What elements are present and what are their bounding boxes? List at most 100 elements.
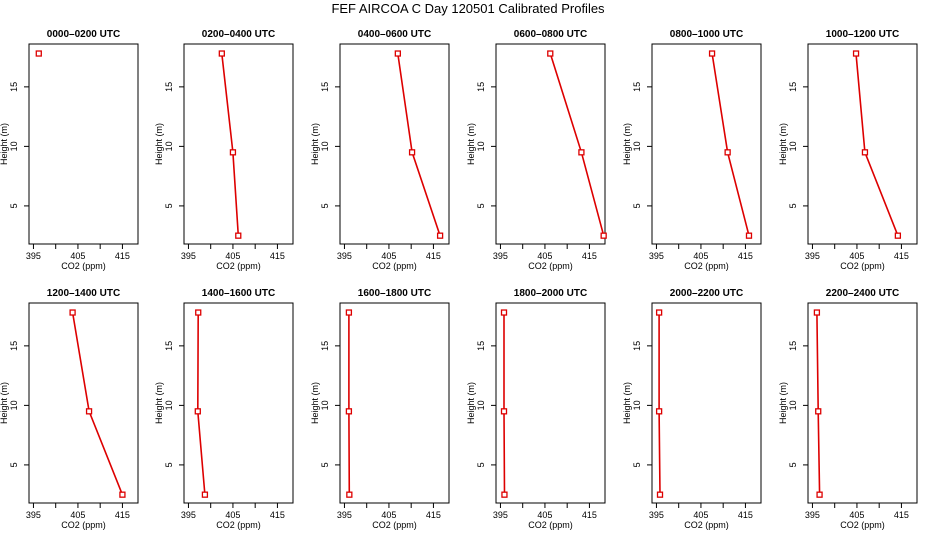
x-tick-label: 405: [381, 510, 396, 520]
y-tick-label: 10: [788, 400, 798, 410]
panel-title: 1000–1200 UTC: [826, 29, 899, 40]
panel-9: 1600–1800 UTC 395 405 415 5 10 15 CO2 (ppm) Heig…: [310, 288, 450, 530]
panel-5: 0800–1000 UTC 395 405 415 5 10 15 CO2 (ppm) Heig…: [622, 29, 762, 271]
plot-frame: [183, 43, 294, 245]
panel-title: 0400–0600 UTC: [358, 29, 431, 40]
x-tick-label: 395: [649, 510, 664, 520]
profile-line: [816, 312, 821, 495]
x-tick-label: 405: [225, 510, 240, 520]
y-axis-label: Height (m): [0, 123, 9, 165]
plot-frame: [28, 302, 139, 504]
x-tick-label: 395: [493, 510, 508, 520]
y-axis-label: Height (m): [778, 123, 788, 165]
panel-title: 1200–1400 UTC: [47, 288, 120, 299]
data-point: [436, 232, 444, 239]
profile-line: [711, 53, 750, 236]
x-axis-label: CO2 (ppm): [840, 520, 885, 530]
data-point: [852, 50, 860, 57]
x-axis-label: CO2 (ppm): [216, 261, 261, 271]
data-point: [708, 50, 716, 57]
data-point: [547, 50, 554, 57]
x-axis-label: CO2 (ppm): [216, 520, 261, 530]
data-point: [813, 309, 821, 316]
y-tick-label: 10: [632, 141, 642, 151]
y-tick-label: 15: [476, 341, 486, 351]
data-point: [600, 232, 607, 239]
y-tick-label: 5: [9, 462, 19, 467]
profile-line: [71, 312, 124, 495]
profile-line: [855, 53, 899, 236]
data-point: [816, 491, 823, 498]
x-tick-label: 395: [805, 510, 820, 520]
y-tick-label: 10: [9, 141, 19, 151]
x-tick-label: 395: [26, 251, 41, 261]
y-tick-label: 15: [632, 82, 642, 92]
profile-line: [658, 312, 661, 495]
y-tick-label: 10: [476, 400, 486, 410]
data-point: [655, 408, 663, 415]
y-tick-label: 15: [320, 341, 330, 351]
y-axis-label: Height (m): [310, 123, 320, 165]
x-tick-label: 415: [738, 251, 753, 261]
x-axis-label: CO2 (ppm): [528, 520, 573, 530]
x-tick-label: 415: [270, 510, 285, 520]
y-tick-label: 5: [476, 462, 486, 467]
x-tick-label: 415: [115, 251, 130, 261]
plot-frame: [807, 302, 918, 504]
x-tick-label: 415: [426, 510, 441, 520]
data-point: [500, 408, 508, 415]
data-point: [655, 309, 663, 316]
y-tick-label: 15: [9, 82, 19, 92]
panel-10: 1800–2000 UTC 395 405 415 5 10 15 CO2 (ppm) Heig…: [466, 288, 606, 530]
data-point: [235, 232, 242, 239]
plot-frame: [339, 43, 450, 245]
panel-3: 0400–0600 UTC 395 405 415 5 10 15 CO2 (ppm) Heig…: [310, 29, 450, 271]
panel-title: 2000–2200 UTC: [670, 288, 743, 299]
x-axis-label: CO2 (ppm): [61, 520, 106, 530]
x-tick-label: 415: [894, 510, 909, 520]
x-tick-label: 395: [493, 251, 508, 261]
profile-line: [196, 312, 206, 495]
x-axis-label: CO2 (ppm): [684, 261, 729, 271]
panel-title: 0800–1000 UTC: [670, 29, 743, 40]
profile-line: [503, 312, 506, 495]
x-tick-label: 415: [582, 251, 597, 261]
y-tick-label: 5: [9, 203, 19, 208]
x-tick-label: 395: [337, 510, 352, 520]
data-point: [500, 309, 508, 316]
x-tick-label: 405: [849, 510, 864, 520]
x-tick-label: 405: [70, 251, 85, 261]
y-tick-label: 10: [9, 400, 19, 410]
plot-frame: [495, 302, 606, 504]
profile-line: [397, 53, 441, 236]
y-tick-label: 15: [788, 82, 798, 92]
data-point: [229, 149, 237, 156]
x-tick-label: 405: [693, 510, 708, 520]
panel-12: 2200–2400 UTC 395 405 415 5 10 15 CO2 (ppm) Heig…: [778, 288, 918, 530]
y-tick-label: 15: [632, 341, 642, 351]
x-tick-label: 405: [381, 251, 396, 261]
data-point: [394, 50, 401, 57]
x-tick-label: 405: [849, 251, 864, 261]
y-axis-label: Height (m): [310, 382, 320, 424]
y-tick-label: 10: [320, 400, 330, 410]
y-tick-label: 10: [164, 400, 174, 410]
panel-11: 2000–2200 UTC 395 405 415 5 10 15 CO2 (ppm) Heig…: [622, 288, 762, 530]
data-point: [346, 491, 353, 498]
x-tick-label: 415: [894, 251, 909, 261]
y-axis-label: Height (m): [622, 123, 632, 165]
x-axis-label: CO2 (ppm): [684, 520, 729, 530]
panel-title: 1600–1800 UTC: [358, 288, 431, 299]
x-tick-label: 405: [70, 510, 85, 520]
y-tick-label: 15: [164, 82, 174, 92]
y-tick-label: 5: [164, 203, 174, 208]
y-tick-label: 15: [788, 341, 798, 351]
data-point: [408, 149, 416, 156]
data-point: [501, 491, 508, 498]
x-axis-label: CO2 (ppm): [840, 261, 885, 271]
data-point: [656, 491, 664, 498]
data-point: [85, 408, 93, 415]
x-axis-label: CO2 (ppm): [61, 261, 106, 271]
data-point: [815, 408, 822, 415]
y-axis-label: Height (m): [154, 123, 164, 165]
